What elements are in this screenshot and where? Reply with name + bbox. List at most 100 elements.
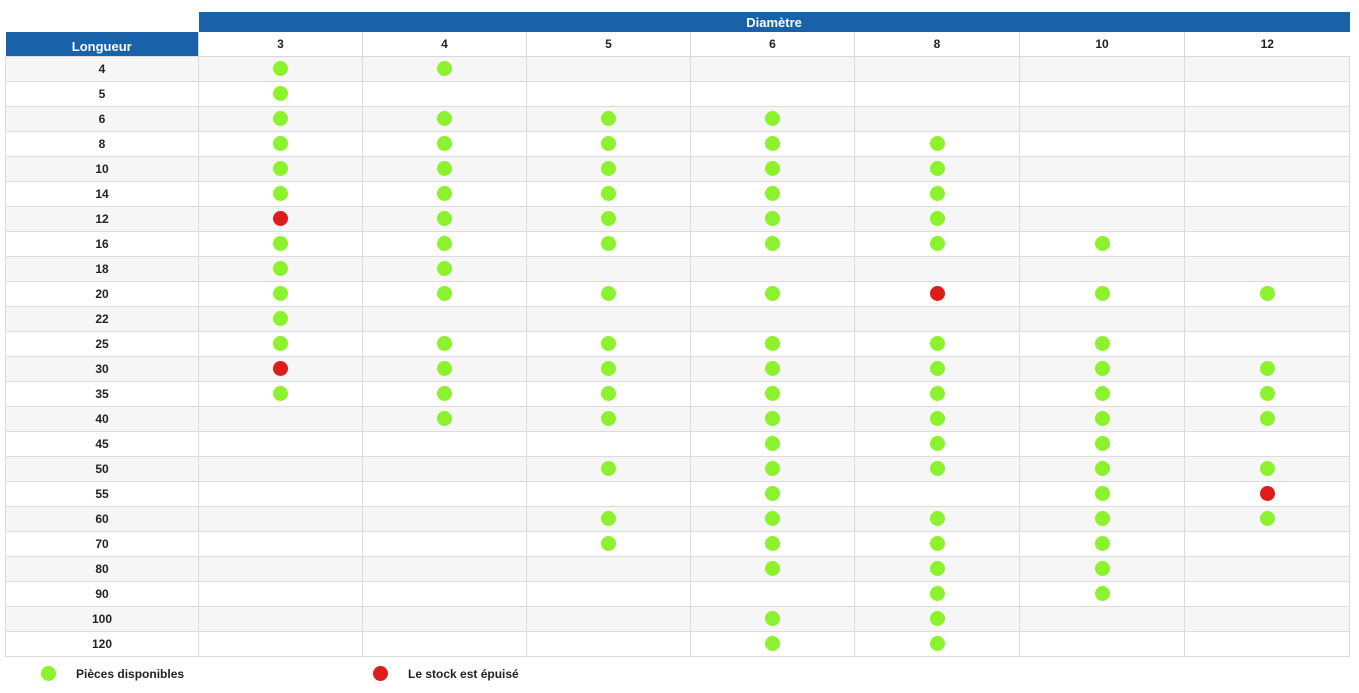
stock-cell <box>526 555 691 582</box>
available-dot-icon <box>929 335 945 351</box>
stock-cell <box>1019 355 1185 382</box>
stock-cell <box>1019 380 1185 407</box>
stock-cell <box>854 605 1020 632</box>
length-label: 55 <box>5 480 199 507</box>
stock-cell <box>690 430 855 457</box>
stock-cell <box>854 630 1020 657</box>
stock-cell <box>690 55 855 82</box>
stock-cell <box>1183 380 1351 407</box>
available-dot-icon <box>1094 435 1110 451</box>
header-corner <box>5 12 199 32</box>
stock-cell <box>690 505 855 532</box>
stock-cell <box>854 280 1020 307</box>
stock-cell <box>1183 130 1351 157</box>
table-row: 120 <box>5 630 1351 657</box>
stock-cell <box>1019 330 1185 357</box>
available-dot-icon <box>929 585 945 601</box>
available-dot-icon <box>765 335 780 351</box>
stock-cell <box>854 80 1020 107</box>
stock-cell <box>526 455 691 482</box>
stock-cell <box>854 255 1020 282</box>
stock-cell <box>526 305 691 332</box>
stock-cell <box>526 405 691 432</box>
available-dot-icon <box>765 435 780 451</box>
available-dot-icon <box>1094 235 1110 251</box>
stock-cell <box>690 330 855 357</box>
available-dot-icon <box>273 385 288 401</box>
available-dot-icon <box>273 60 288 76</box>
available-dot-icon <box>1259 510 1275 526</box>
stock-cell <box>690 280 855 307</box>
length-label: 20 <box>5 280 199 307</box>
stock-cell <box>362 55 527 82</box>
available-dot-icon <box>1094 485 1110 501</box>
available-dot-icon <box>601 410 616 426</box>
table-row: 20 <box>5 280 1351 307</box>
available-dot-icon <box>1259 410 1275 426</box>
available-dot-icon <box>273 135 288 151</box>
available-dot-icon <box>929 610 945 626</box>
available-dot-icon <box>601 510 616 526</box>
length-label: 100 <box>5 605 199 632</box>
stock-cell <box>526 205 691 232</box>
legend: Pièces disponibles Le stock est épuisé <box>0 664 1359 686</box>
table-row: 40 <box>5 405 1351 432</box>
available-dot-icon <box>601 535 616 551</box>
longueur-header: Longueur <box>5 32 199 56</box>
available-dot-icon <box>765 135 780 151</box>
table-row: 50 <box>5 455 1351 482</box>
table-row: 18 <box>5 255 1351 282</box>
stock-cell <box>198 530 363 557</box>
stock-cell <box>690 380 855 407</box>
out-of-stock-dot-icon <box>273 360 288 376</box>
stock-cell <box>854 205 1020 232</box>
stock-cell <box>1019 555 1185 582</box>
stock-cell <box>1183 180 1351 207</box>
stock-cell <box>1019 455 1185 482</box>
stock-cell <box>1019 580 1185 607</box>
available-dot-icon <box>929 560 945 576</box>
stock-cell <box>1019 105 1185 132</box>
available-dot-icon <box>765 385 780 401</box>
stock-cell <box>854 405 1020 432</box>
stock-cell <box>1183 230 1351 257</box>
available-dot-icon <box>601 185 616 201</box>
available-dot-icon <box>1094 460 1110 476</box>
stock-cell <box>362 80 527 107</box>
available-dot-icon <box>929 235 945 251</box>
length-label: 16 <box>5 230 199 257</box>
stock-cell <box>690 555 855 582</box>
stock-cell <box>362 255 527 282</box>
stock-cell <box>362 380 527 407</box>
available-dot-icon <box>1259 460 1275 476</box>
stock-cell <box>198 380 363 407</box>
stock-cell <box>526 530 691 557</box>
out-of-stock-dot-icon <box>929 285 945 301</box>
stock-cell <box>526 580 691 607</box>
stock-cell <box>1183 305 1351 332</box>
available-dot-icon <box>1259 385 1275 401</box>
length-label: 45 <box>5 430 199 457</box>
stock-cell <box>1183 505 1351 532</box>
length-label: 60 <box>5 505 199 532</box>
stock-cell <box>526 130 691 157</box>
stock-cell <box>854 330 1020 357</box>
stock-cell <box>854 155 1020 182</box>
available-dot-icon <box>601 335 616 351</box>
stock-cell <box>1019 480 1185 507</box>
available-dot-icon <box>273 335 288 351</box>
stock-cell <box>690 105 855 132</box>
available-dot-icon <box>437 360 452 376</box>
stock-cell <box>526 155 691 182</box>
stock-cell <box>854 180 1020 207</box>
stock-cell <box>854 380 1020 407</box>
available-dot-icon <box>601 460 616 476</box>
stock-cell <box>1183 605 1351 632</box>
stock-cell <box>1183 255 1351 282</box>
available-dot-icon <box>765 460 780 476</box>
stock-cell <box>526 80 691 107</box>
table-row: 12 <box>5 205 1351 232</box>
stock-cell <box>362 155 527 182</box>
available-dot-icon <box>929 510 945 526</box>
stock-table: Diamètre Longueur 3 4 5 6 8 10 12 4 5 6 8 10 14 12 16… <box>5 12 1351 657</box>
